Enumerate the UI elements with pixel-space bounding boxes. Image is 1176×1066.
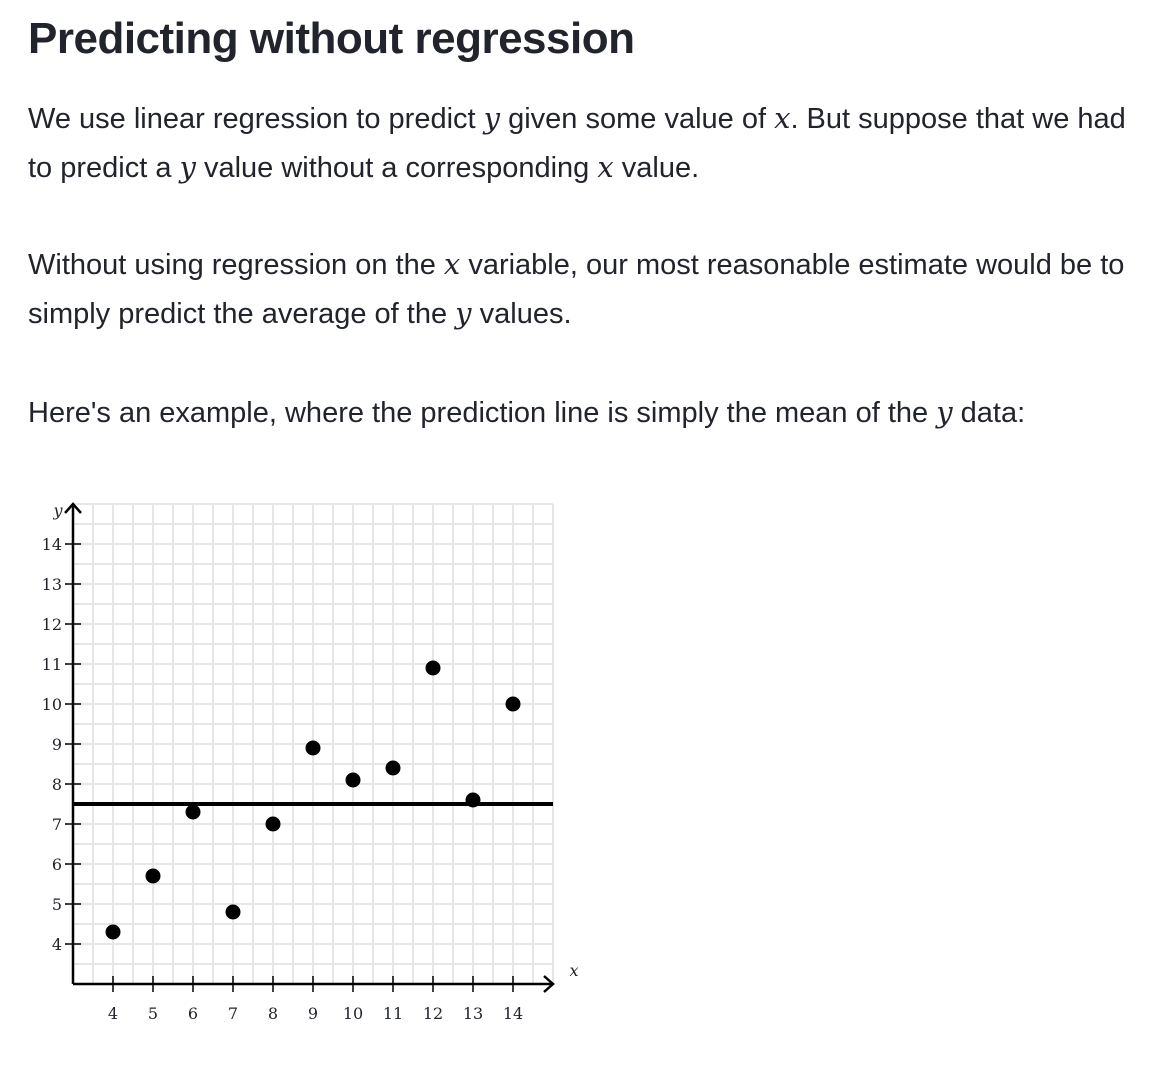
data-point (185, 804, 201, 820)
x-tick-label: 9 (308, 1004, 318, 1023)
text-segment: value. (613, 152, 700, 184)
text-segment: data: (952, 397, 1026, 429)
text-segment: values. (471, 298, 572, 330)
math-variable: y (455, 296, 472, 330)
text-segment: value without a corresponding (195, 152, 598, 184)
math-variable: y (483, 101, 501, 135)
page-title: Predicting without regression (28, 14, 635, 63)
data-points (105, 660, 521, 940)
data-point (145, 868, 161, 884)
y-tick-label: 9 (52, 735, 62, 754)
y-tick-label: 5 (52, 895, 62, 914)
y-tick-label: 4 (52, 935, 62, 954)
math-variable: x (443, 247, 461, 281)
axis-ticks: 4 5 6 7 8 9 10 11 12 13 14 4 5 6 7 8 9 10 11 12 13 14 (42, 535, 524, 1023)
x-tick-label: 4 (108, 1004, 118, 1023)
x-tick-label: 13 (463, 1004, 483, 1023)
x-tick-label: 5 (148, 1004, 158, 1023)
intro-paragraph: We use linear regression to predict y gi… (28, 94, 1148, 192)
text-segment: We use linear regression to predict (28, 103, 484, 135)
y-tick-label: 14 (42, 535, 62, 554)
text-segment: Here's an example, where the prediction … (28, 397, 937, 429)
data-point (385, 760, 401, 776)
y-tick-label: 11 (42, 655, 62, 674)
x-tick-label: 10 (343, 1004, 363, 1023)
y-tick-label: 13 (42, 575, 62, 594)
data-point (345, 772, 361, 788)
x-tick-label: 8 (268, 1004, 278, 1023)
y-tick-label: 12 (42, 615, 62, 634)
data-point (505, 696, 521, 712)
math-variable: y (179, 150, 196, 184)
y-tick-label: 8 (52, 775, 62, 794)
x-tick-label: 12 (423, 1004, 443, 1023)
x-tick-label: 6 (188, 1004, 198, 1023)
data-point (305, 740, 321, 756)
y-axis-label: y (52, 501, 63, 520)
scatter-chart: 4 5 6 7 8 9 10 11 12 13 14 4 5 6 7 8 9 10 11 12 13 14 x y (42, 501, 579, 1023)
x-tick-label: 14 (503, 1004, 523, 1023)
estimate-paragraph: Without using regression on the x variab… (28, 240, 1148, 338)
math-variable: x (774, 101, 791, 135)
x-tick-label: 7 (228, 1004, 238, 1023)
text-segment: given some value of (500, 103, 775, 135)
data-point (425, 660, 441, 676)
math-variable: x (597, 150, 614, 184)
example-paragraph: Here's an example, where the prediction … (28, 388, 1148, 437)
y-axis-arrow (64, 502, 82, 514)
data-point (465, 792, 481, 808)
y-tick-label: 6 (52, 855, 62, 874)
text-segment: variable, our most reasonable estimate w… (28, 249, 1125, 330)
data-point (105, 924, 121, 940)
text-segment: Without using regression on the (28, 249, 444, 281)
data-point (265, 816, 281, 832)
y-tick-label: 10 (42, 695, 62, 714)
text-segment: . But suppose that we had to predict a (28, 103, 1126, 184)
x-tick-label: 11 (383, 1004, 403, 1023)
x-axis-label: x (569, 961, 578, 980)
x-axis-arrow (543, 975, 555, 993)
y-tick-label: 7 (52, 815, 62, 834)
math-variable: y (936, 395, 953, 429)
data-point (225, 904, 241, 920)
